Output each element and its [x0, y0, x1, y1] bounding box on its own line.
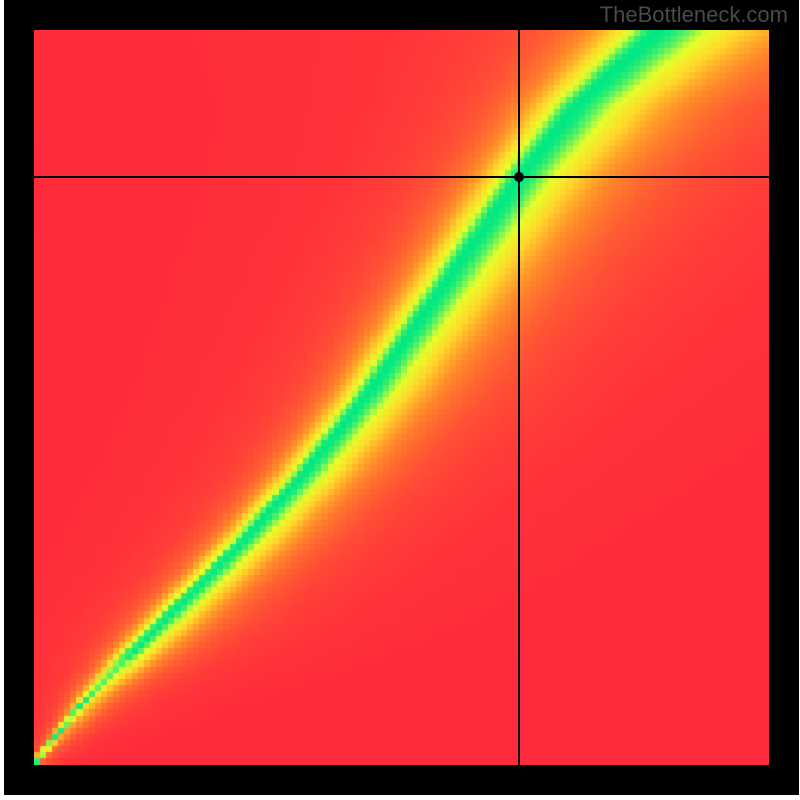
border-right [769, 0, 799, 795]
heatmap-canvas [34, 30, 769, 765]
border-bottom [4, 765, 799, 795]
border-left [4, 0, 34, 795]
crosshair-vertical [518, 30, 520, 765]
crosshair-horizontal [34, 176, 769, 178]
chart-frame [4, 0, 799, 795]
watermark-text: TheBottleneck.com [600, 2, 788, 28]
